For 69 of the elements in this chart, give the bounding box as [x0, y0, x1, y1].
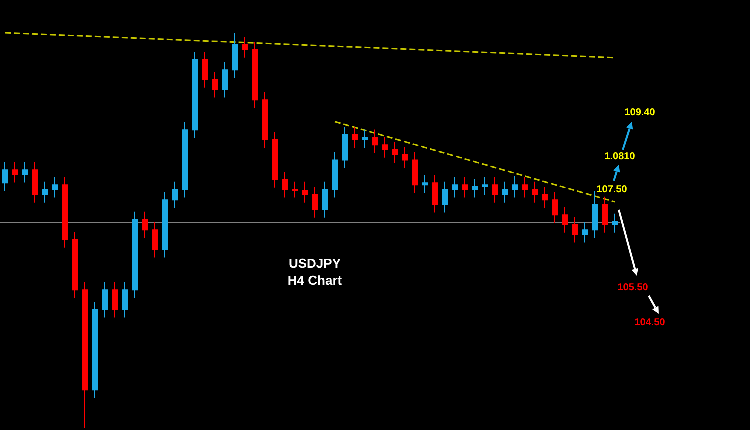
- candlestick: [122, 282, 128, 318]
- candlestick: [82, 282, 88, 428]
- text: USDJPY: [288, 256, 342, 271]
- candlestick: [512, 176, 518, 198]
- annotation: 1.0810: [604, 152, 636, 162]
- candlestick: [532, 181, 538, 204]
- candlestick: [602, 196, 608, 234]
- text: 109.40: [624, 108, 656, 118]
- candlestick: [492, 176, 498, 204]
- candlestick: [142, 211, 148, 239]
- candlestick: [482, 176, 488, 196]
- candlestick: [362, 129, 368, 148]
- candlestick: [542, 186, 548, 208]
- candlestick: [582, 222, 588, 244]
- candlestick: [402, 146, 408, 169]
- candlestick: [342, 126, 348, 169]
- candlestick: [382, 136, 388, 158]
- candlestick: [192, 51, 198, 139]
- candlestick: [472, 178, 478, 198]
- candlestick: [72, 232, 78, 299]
- candlestick: [292, 181, 298, 198]
- candlestick: [52, 176, 58, 198]
- candlestick: [562, 206, 568, 234]
- candlestick: [182, 122, 188, 198]
- candlestick: [572, 216, 578, 244]
- candlestick: [162, 192, 168, 258]
- candlestick: [262, 92, 268, 148]
- candlestick: [132, 211, 138, 299]
- candlestick: [42, 181, 48, 204]
- candlestick: [412, 152, 418, 194]
- annotation: 107.50: [596, 184, 628, 196]
- candlestick: [452, 176, 458, 198]
- candlestick: [282, 172, 288, 198]
- candlestick: [102, 282, 108, 318]
- candlestick: [352, 126, 358, 148]
- candlestick: [462, 176, 468, 198]
- candlestick: [152, 222, 158, 258]
- candlestick: [92, 301, 98, 398]
- candlestick: [62, 176, 68, 248]
- text: 104.50: [634, 318, 666, 328]
- candlestick: [322, 181, 328, 218]
- candlestick: [202, 51, 208, 88]
- candlestick: [312, 186, 318, 218]
- candlestick: [2, 162, 8, 192]
- candlestick: [522, 176, 528, 198]
- candlestick: [242, 36, 248, 58]
- candlestick: [422, 174, 428, 194]
- candlestick: [612, 213, 618, 234]
- candlestick: [222, 62, 228, 98]
- text: H4 Chart: [288, 273, 343, 288]
- candlestick: [372, 129, 378, 154]
- candlestick: [32, 162, 38, 204]
- candlestick: [502, 181, 508, 204]
- candlestick: [432, 174, 438, 214]
- candlestick: [12, 162, 18, 184]
- candlestick: [112, 282, 118, 318]
- annotation: 105.50: [618, 282, 649, 294]
- candlestick: [592, 190, 598, 239]
- candlestick: [252, 42, 258, 109]
- candlestick: [442, 181, 448, 214]
- candlestick: [392, 142, 398, 164]
- candlestick: [172, 181, 178, 208]
- candlestick: [272, 132, 278, 188]
- candlestick: [302, 181, 308, 204]
- candlestick: [332, 152, 338, 198]
- candlestick: [212, 72, 218, 98]
- candlestick: [22, 162, 28, 184]
- candlestick: [232, 32, 238, 79]
- candlestick: [552, 192, 558, 224]
